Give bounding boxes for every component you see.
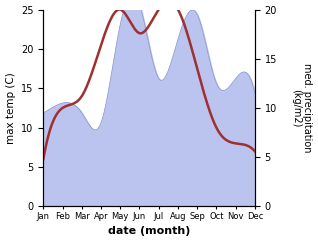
Y-axis label: max temp (C): max temp (C) <box>5 72 16 144</box>
X-axis label: date (month): date (month) <box>108 227 190 236</box>
Y-axis label: med. precipitation
(kg/m2): med. precipitation (kg/m2) <box>291 63 313 153</box>
